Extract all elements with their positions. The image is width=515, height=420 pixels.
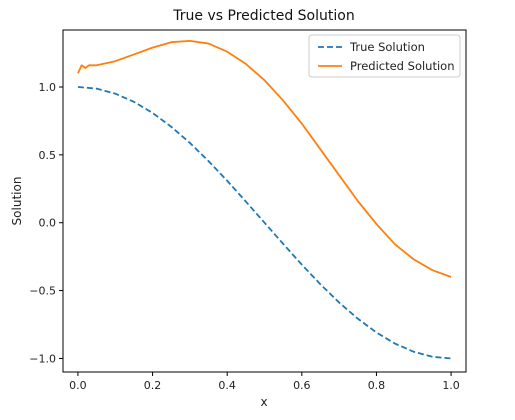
x-axis-label: x [260,395,267,409]
x-tick-label: 1.0 [442,379,460,392]
y-tick-label: −0.5 [29,285,56,298]
legend-label-predicted-solution: Predicted Solution [350,59,455,73]
y-axis-label: Solution [10,177,24,226]
legend-label-true-solution: True Solution [349,40,425,54]
x-tick-label: 0.8 [368,379,386,392]
x-ticks: 0.0 0.2 0.4 0.6 0.8 1.0 [69,372,460,392]
chart-title: True vs Predicted Solution [172,8,354,24]
series-line-true-solution [77,86,452,360]
x-tick-label: 0.2 [144,379,162,392]
y-ticks: −1.0 −0.5 0.0 0.5 1.0 [29,81,63,365]
x-tick-label: 0.0 [69,379,87,392]
y-tick-label: 1.0 [39,81,57,94]
legend-box [308,34,461,78]
series-line-predicted-solution [77,39,452,278]
x-tick-label: 0.6 [293,379,311,392]
plot-frame [62,29,467,373]
legend: True Solution Predicted Solution [308,34,461,78]
y-tick-label: 0.5 [39,149,57,162]
x-tick-label: 0.4 [218,379,236,392]
y-tick-label: −1.0 [29,352,56,365]
series-layer [77,39,452,360]
y-tick-label: 0.0 [39,217,57,230]
